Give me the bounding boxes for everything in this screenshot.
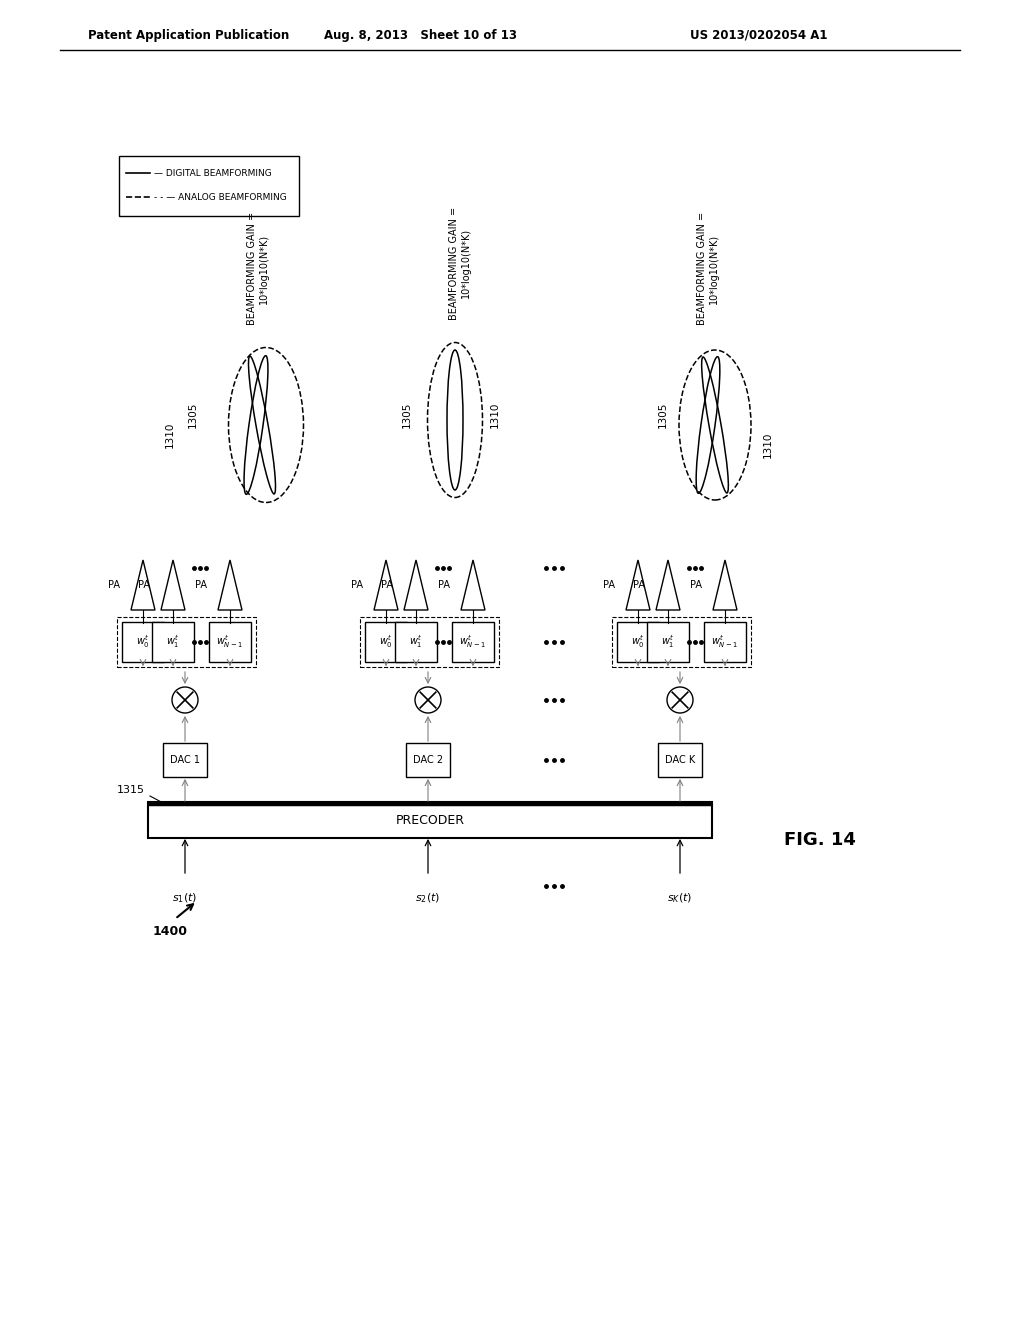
Text: 1310: 1310 <box>165 422 175 449</box>
Polygon shape <box>461 560 485 610</box>
Text: $w_0^t$: $w_0^t$ <box>379 634 393 651</box>
Polygon shape <box>656 560 680 610</box>
Text: $w_0^t$: $w_0^t$ <box>136 634 150 651</box>
FancyBboxPatch shape <box>119 156 299 216</box>
Text: 1305: 1305 <box>188 401 198 428</box>
FancyBboxPatch shape <box>365 622 407 663</box>
FancyBboxPatch shape <box>452 622 494 663</box>
Text: $s_1(t)$: $s_1(t)$ <box>172 891 198 904</box>
FancyBboxPatch shape <box>658 743 702 777</box>
Text: - - — ANALOG BEAMFORMING: - - — ANALOG BEAMFORMING <box>154 193 287 202</box>
Polygon shape <box>374 560 398 610</box>
Text: PA: PA <box>381 579 393 590</box>
FancyBboxPatch shape <box>148 803 712 838</box>
Text: $w_1^t$: $w_1^t$ <box>662 634 675 651</box>
FancyBboxPatch shape <box>406 743 450 777</box>
Polygon shape <box>404 560 428 610</box>
Text: PA: PA <box>690 579 702 590</box>
Text: PRECODER: PRECODER <box>395 813 465 826</box>
Circle shape <box>172 686 198 713</box>
Text: DAC 2: DAC 2 <box>413 755 443 766</box>
FancyBboxPatch shape <box>209 622 251 663</box>
Text: BEAMFORMING GAIN =
10*log10(N*K): BEAMFORMING GAIN = 10*log10(N*K) <box>697 213 719 325</box>
Polygon shape <box>626 560 650 610</box>
Text: BEAMFORMING GAIN =
10*log10(N*K): BEAMFORMING GAIN = 10*log10(N*K) <box>450 207 471 319</box>
Text: $w_1^t$: $w_1^t$ <box>410 634 423 651</box>
Text: 1400: 1400 <box>153 925 187 939</box>
Text: $w_0^t$: $w_0^t$ <box>631 634 645 651</box>
Text: $w_{N-1}^t$: $w_{N-1}^t$ <box>712 634 738 651</box>
Text: BEAMFORMING GAIN =
10*log10(N*K): BEAMFORMING GAIN = 10*log10(N*K) <box>247 213 268 325</box>
FancyBboxPatch shape <box>705 622 746 663</box>
Circle shape <box>415 686 441 713</box>
Text: Patent Application Publication: Patent Application Publication <box>88 29 289 41</box>
FancyBboxPatch shape <box>122 622 164 663</box>
Text: 1305: 1305 <box>658 401 668 428</box>
Text: PA: PA <box>603 579 615 590</box>
FancyBboxPatch shape <box>617 622 659 663</box>
Text: $w_{N-1}^t$: $w_{N-1}^t$ <box>216 634 244 651</box>
Text: PA: PA <box>633 579 645 590</box>
Polygon shape <box>131 560 155 610</box>
Text: PA: PA <box>108 579 120 590</box>
FancyBboxPatch shape <box>152 622 194 663</box>
Polygon shape <box>161 560 185 610</box>
Text: $s_2(t)$: $s_2(t)$ <box>416 891 440 904</box>
Text: PA: PA <box>351 579 362 590</box>
Text: 1305: 1305 <box>402 401 412 428</box>
Text: $w_{N-1}^t$: $w_{N-1}^t$ <box>460 634 486 651</box>
Text: $w_1^t$: $w_1^t$ <box>166 634 180 651</box>
Text: US 2013/0202054 A1: US 2013/0202054 A1 <box>690 29 827 41</box>
Text: 1310: 1310 <box>763 432 773 458</box>
Text: 1310: 1310 <box>490 401 500 428</box>
Text: DAC 1: DAC 1 <box>170 755 200 766</box>
FancyBboxPatch shape <box>647 622 689 663</box>
Text: 1315: 1315 <box>117 785 145 795</box>
Text: PA: PA <box>138 579 150 590</box>
Text: PA: PA <box>438 579 450 590</box>
Text: Aug. 8, 2013   Sheet 10 of 13: Aug. 8, 2013 Sheet 10 of 13 <box>324 29 516 41</box>
FancyBboxPatch shape <box>163 743 207 777</box>
Text: $s_K(t)$: $s_K(t)$ <box>668 891 692 904</box>
FancyBboxPatch shape <box>395 622 437 663</box>
Polygon shape <box>713 560 737 610</box>
Text: PA: PA <box>195 579 207 590</box>
Polygon shape <box>218 560 242 610</box>
Text: — DIGITAL BEAMFORMING: — DIGITAL BEAMFORMING <box>154 169 271 177</box>
Circle shape <box>667 686 693 713</box>
Text: FIG. 14: FIG. 14 <box>784 832 856 849</box>
Text: DAC K: DAC K <box>665 755 695 766</box>
